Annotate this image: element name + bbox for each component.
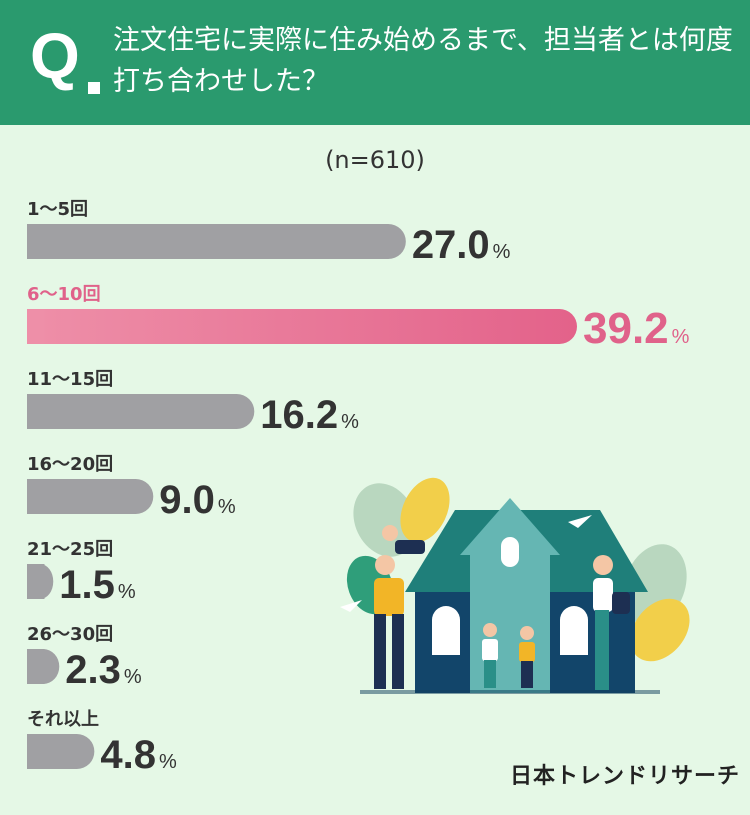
bar (27, 224, 406, 259)
category-label: 11〜15回 (27, 369, 113, 390)
category-label: 1〜5回 (27, 199, 88, 220)
value-label: 16.2% (260, 393, 359, 437)
house-tower-roof (460, 498, 560, 555)
kid-shirt (519, 642, 535, 662)
baby (612, 592, 630, 614)
category-label: 26〜30回 (27, 624, 113, 645)
kid-legs (484, 660, 496, 688)
value-label: 39.2% (583, 304, 690, 353)
kid-legs (521, 661, 533, 688)
father-shirt (374, 578, 404, 616)
bar-left-edge (27, 649, 45, 684)
child-body (395, 540, 425, 554)
kid-head (520, 626, 534, 640)
value-label: 2.3% (65, 648, 142, 692)
bar-left-edge (27, 734, 45, 769)
leaf-icon (630, 598, 690, 662)
house-tower (470, 550, 550, 693)
bar-left-edge (27, 224, 45, 259)
leaf-icon (400, 477, 450, 543)
mother-head (593, 555, 613, 575)
mother-leg (595, 610, 609, 690)
kid-shirt (482, 639, 498, 661)
value-label: 1.5% (59, 563, 136, 607)
category-label: 21〜25回 (27, 539, 113, 560)
ground-line (360, 690, 660, 694)
question-header: Q 注文住宅に実際に住み始めるまで、担当者とは何度打ち合わせした？ (0, 0, 750, 125)
question-mark: Q (30, 20, 80, 92)
category-label: それ以上 (27, 709, 99, 730)
kid-head (483, 623, 497, 637)
bar-left-edge (27, 479, 45, 514)
father-leg (374, 614, 386, 689)
bar-left-edge (27, 564, 45, 599)
brand-logo: 日本トレンドリサーチ (510, 764, 741, 789)
tower-window (501, 537, 519, 567)
paper-plane-icon (568, 515, 592, 528)
bar-left-edge (27, 394, 45, 429)
value-label: 4.8% (100, 733, 177, 777)
child-head (382, 525, 398, 541)
bar (27, 394, 255, 429)
house-window (560, 606, 588, 655)
question-dot (88, 82, 100, 94)
category-label: 6〜10回 (27, 284, 101, 305)
sample-size-label: (n=610) (325, 146, 425, 174)
value-label: 9.0% (159, 478, 236, 522)
bar-left-edge (27, 309, 45, 344)
mother-shirt (593, 578, 613, 612)
house-window (432, 606, 460, 655)
leaf-icon (353, 483, 417, 557)
father-head (375, 555, 395, 575)
value-label: 27.0% (412, 223, 511, 267)
bar (27, 479, 154, 514)
bar (27, 309, 577, 344)
category-label: 16〜20回 (27, 454, 113, 475)
father-leg (392, 614, 404, 689)
paper-plane-icon (340, 600, 362, 612)
question-text: 注文住宅に実際に住み始めるまで、担当者とは何度打ち合わせした？ (113, 25, 733, 97)
family-house-illustration (340, 477, 690, 694)
